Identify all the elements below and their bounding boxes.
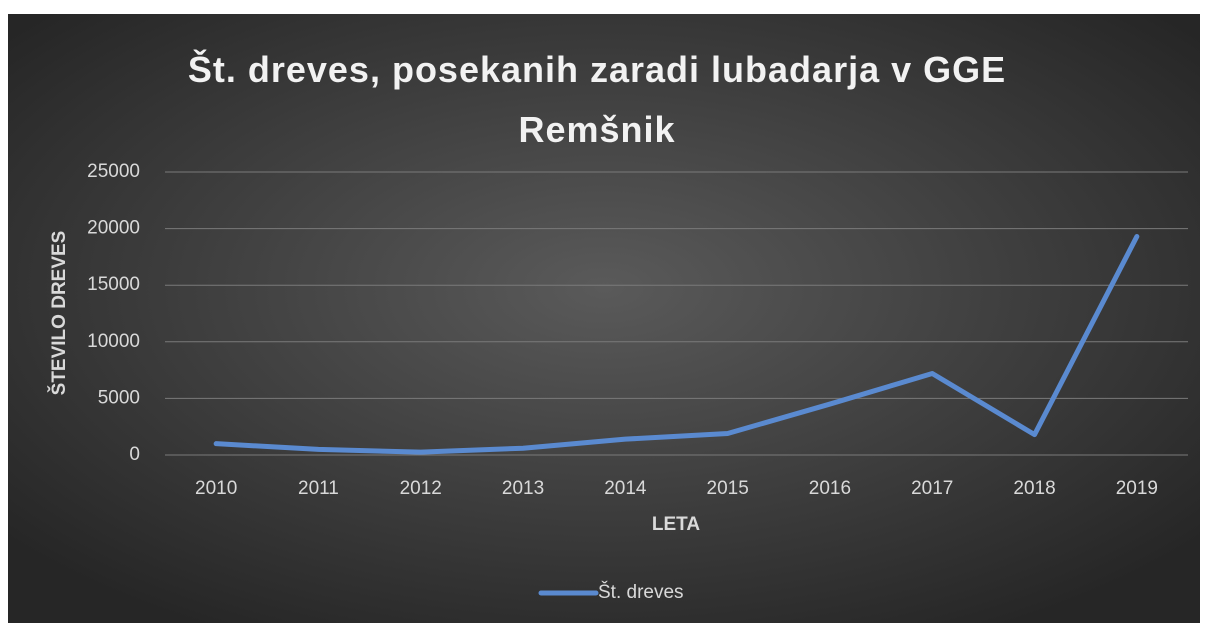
data-line xyxy=(213,234,1140,455)
x-tick-label: 2014 xyxy=(604,478,647,499)
chart-background xyxy=(8,14,1200,623)
x-tick-label: 2012 xyxy=(400,478,442,499)
x-tick-label: 2011 xyxy=(298,478,339,499)
y-tick-label: 25000 xyxy=(87,161,140,182)
y-tick-label: 10000 xyxy=(87,331,140,352)
x-tick-label: 2018 xyxy=(1013,478,1055,499)
x-tick-label: 2016 xyxy=(809,478,851,499)
y-tick-label: 15000 xyxy=(87,274,140,295)
y-tick-label: 20000 xyxy=(87,218,140,239)
y-tick-label: 0 xyxy=(129,444,140,465)
x-tick-label: 2017 xyxy=(911,478,953,499)
x-tick-label: 2010 xyxy=(195,478,237,499)
x-axis-label: LETA xyxy=(652,514,700,535)
x-tick-label: 2019 xyxy=(1116,478,1158,499)
y-axis-label: ŠTEVILO DREVES xyxy=(48,231,70,396)
legend-label: Št. dreves xyxy=(598,581,684,603)
y-tick-label: 5000 xyxy=(98,387,140,408)
chart-title: Št. dreves, posekanih zaradi lubadarja v… xyxy=(187,49,1007,150)
x-tick-label: 2013 xyxy=(502,478,544,499)
x-tick-label: 2015 xyxy=(707,478,749,499)
